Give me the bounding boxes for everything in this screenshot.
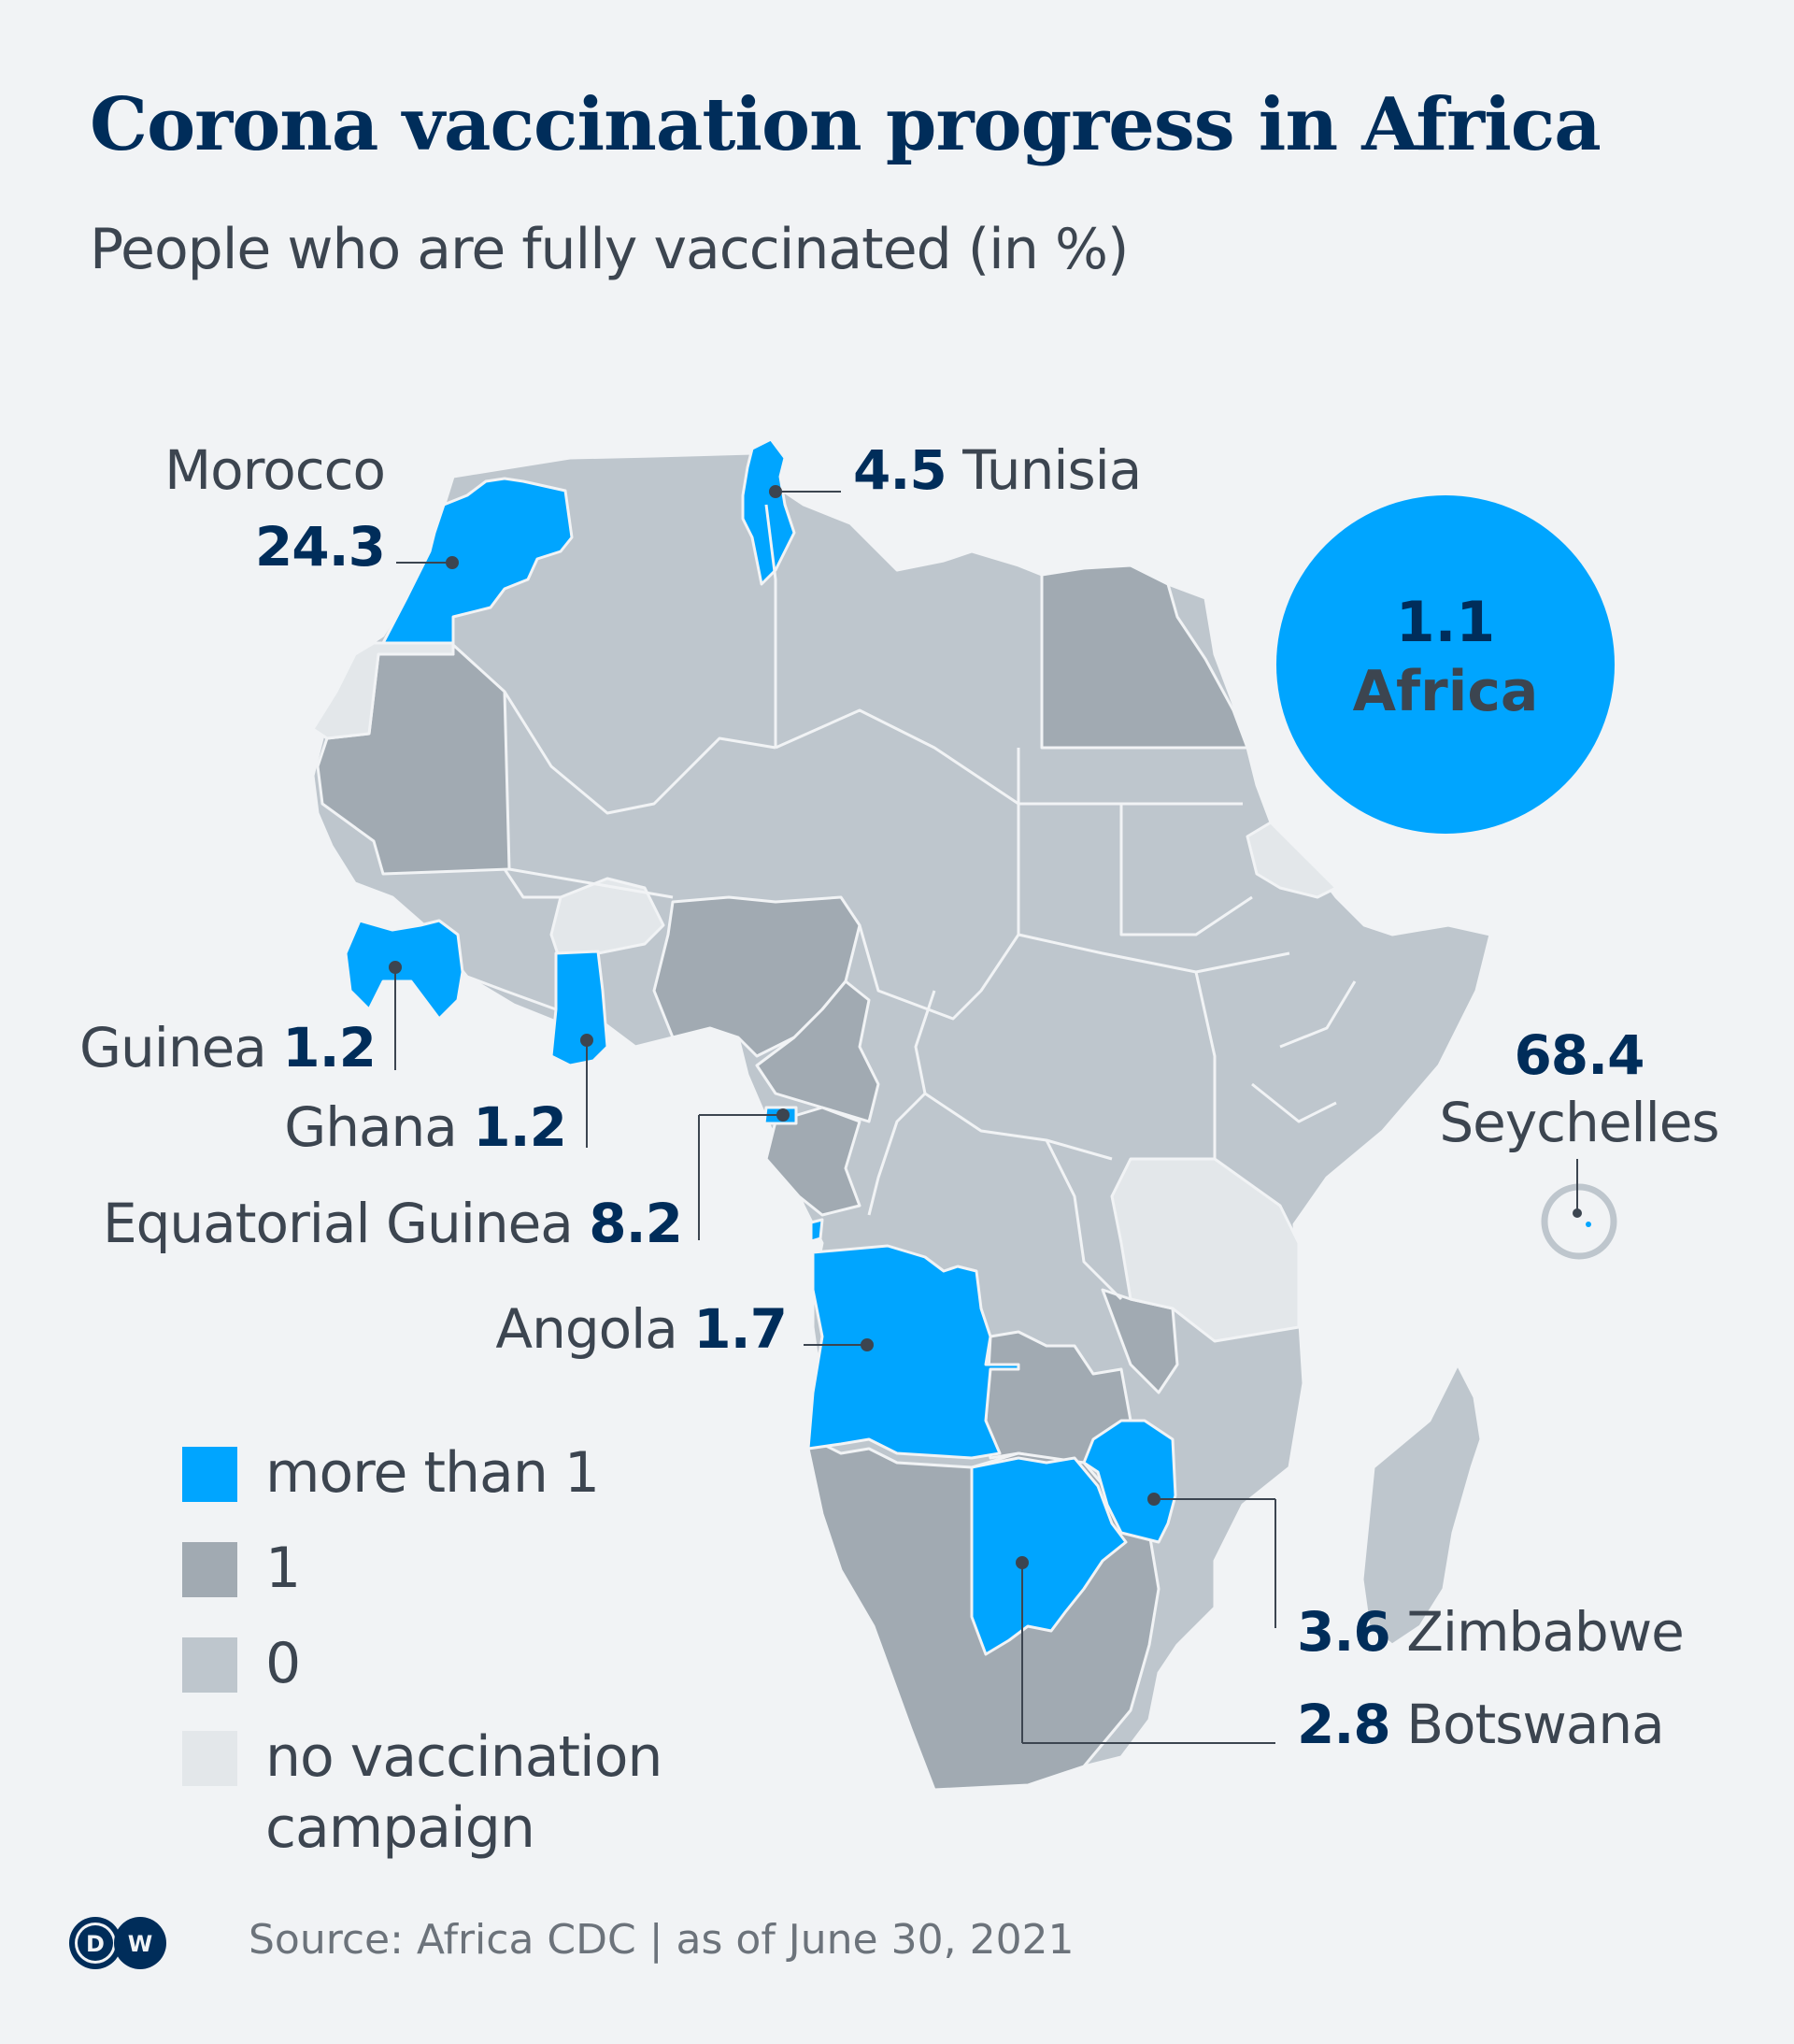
label-guinea-value: 1.2	[282, 1016, 377, 1079]
country-angola	[806, 1244, 1020, 1460]
africa-summary-label: Africa	[1352, 659, 1539, 724]
legend-label: no vaccination campaign	[265, 1724, 662, 1861]
country-madagascar	[1360, 1363, 1483, 1647]
label-zimbabwe-value: 3.6	[1297, 1600, 1391, 1664]
country-western-sahara	[311, 641, 455, 740]
label-guinea-name: Guinea	[79, 1016, 267, 1079]
label-ghana-name: Ghana	[284, 1095, 458, 1159]
legend-item-no-campaign: no vaccination campaign	[182, 1724, 733, 1864]
label-seychelles-value: 68.4	[1514, 1023, 1644, 1087]
legend-swatch-dark-gray	[182, 1542, 237, 1597]
country-ghana	[549, 950, 609, 1067]
label-equatorial-guinea: Equatorial Guinea 8.2	[103, 1196, 683, 1251]
legend-item-more-than-1: more than 1	[182, 1440, 600, 1508]
africa-summary-circle	[1276, 495, 1615, 834]
label-botswana-value: 2.8	[1297, 1693, 1391, 1756]
label-tunisia-name: Tunisia	[962, 438, 1142, 502]
seychelles-marker-ring	[1541, 1183, 1617, 1260]
country-gabon-congo	[764, 1106, 861, 1217]
country-angola-cabinda	[809, 1218, 824, 1243]
label-equatorial-guinea-name: Equatorial Guinea	[102, 1192, 574, 1255]
legend-label: 1	[265, 1536, 301, 1601]
label-botswana-name: Botswana	[1406, 1693, 1665, 1756]
label-zimbabwe-name: Zimbabwe	[1406, 1600, 1685, 1664]
label-tunisia: 4.5 Tunisia	[853, 443, 1142, 497]
legend-swatch-light-gray	[182, 1731, 237, 1786]
label-angola: Angola 1.7	[495, 1302, 788, 1356]
svg-text:D: D	[86, 1931, 105, 1957]
chart-subtitle: People who are fully vaccinated (in %)	[90, 217, 1129, 282]
legend-item-0: 0	[182, 1631, 301, 1699]
legend-swatch-mid-gray	[182, 1637, 237, 1693]
country-egypt	[1040, 564, 1249, 750]
country-eritrea	[1246, 821, 1338, 899]
label-botswana: 2.8 Botswana	[1297, 1697, 1665, 1751]
source-footer: Source: Africa CDC | as of June 30, 2021	[249, 1916, 1075, 1964]
legend-label: 0	[265, 1631, 301, 1696]
dw-logo-icon: D W	[69, 1917, 166, 1969]
legend-label: more than 1	[265, 1440, 600, 1506]
seychelles-island	[1586, 1222, 1591, 1227]
africa-summary-value: 1.1	[1395, 590, 1496, 655]
legend-swatch-blue	[182, 1447, 237, 1502]
label-ghana-value: 1.2	[473, 1095, 567, 1159]
country-tanzania	[1110, 1157, 1301, 1343]
label-guinea: Guinea 1.2	[79, 1021, 377, 1075]
country-zimbabwe	[1082, 1419, 1177, 1544]
country-morocco	[381, 477, 574, 645]
country-burkina-faso	[549, 877, 665, 965]
label-morocco-name: Morocco	[164, 438, 386, 502]
label-zimbabwe: 3.6 Zimbabwe	[1297, 1605, 1685, 1659]
label-angola-value: 1.7	[693, 1297, 788, 1361]
label-morocco-value: 24.3	[254, 515, 386, 579]
label-angola-name: Angola	[495, 1297, 677, 1361]
country-botswana	[970, 1456, 1128, 1656]
legend-item-1: 1	[182, 1536, 301, 1604]
africa-summary: 1.1 Africa	[1276, 589, 1615, 727]
chart-title: Corona vaccination progress in Africa	[90, 82, 1602, 167]
country-guinea	[344, 919, 464, 1021]
label-seychelles-name: Seychelles	[1439, 1091, 1719, 1154]
label-equatorial-guinea-value: 8.2	[589, 1192, 683, 1255]
label-ghana: Ghana 1.2	[284, 1100, 567, 1154]
svg-text:W: W	[128, 1931, 152, 1957]
label-tunisia-value: 4.5	[853, 438, 947, 502]
label-seychelles: 68.4 Seychelles	[1420, 1022, 1738, 1156]
